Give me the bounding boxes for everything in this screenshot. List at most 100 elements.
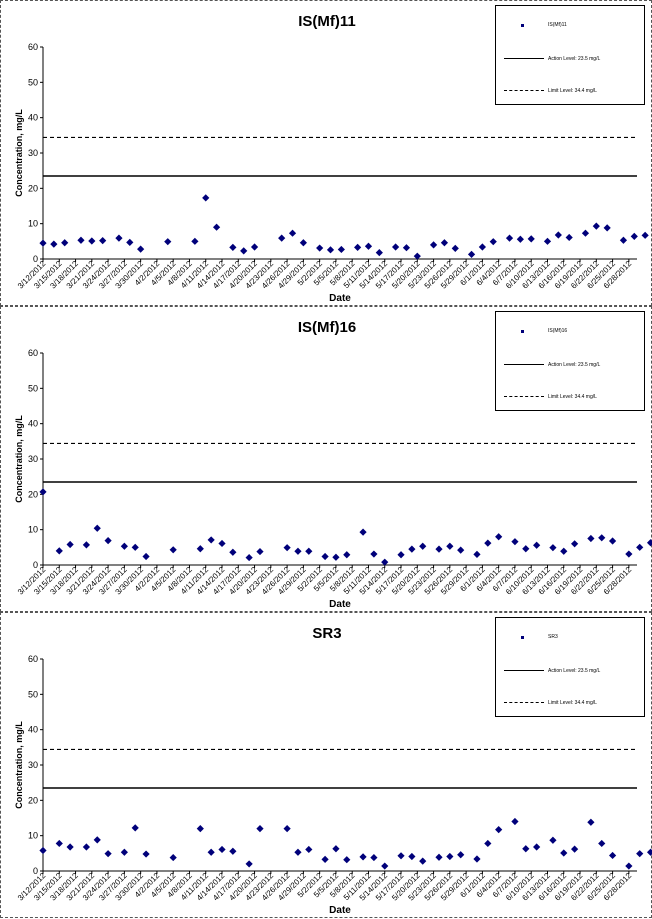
data-point (294, 547, 302, 555)
data-point (381, 862, 389, 870)
data-point (478, 243, 486, 251)
data-point (326, 246, 335, 254)
legend-symbol (504, 698, 544, 708)
data-point (82, 541, 90, 549)
data-point (66, 540, 74, 549)
data-point (587, 534, 595, 543)
chart-panel-3: SR3 Concentration, mg/L Date 0 10 20 30 40 50 60 3… (0, 612, 652, 918)
data-point (250, 243, 259, 251)
legend-label: Limit Level: 34.4 mg/L (548, 700, 597, 706)
data-point (256, 547, 264, 556)
data-point (440, 239, 449, 247)
data-point (435, 545, 443, 553)
x-axis-label: Date (329, 905, 351, 916)
data-point (495, 533, 503, 541)
data-point (598, 534, 606, 542)
data-point (169, 546, 177, 554)
data-point (294, 848, 302, 856)
data-point (332, 553, 340, 561)
data-point (392, 243, 400, 251)
y-tick-label: 60 (28, 42, 38, 52)
data-point (646, 848, 652, 856)
data-point (641, 231, 649, 239)
data-point (212, 223, 221, 231)
y-tick-label: 40 (28, 725, 38, 735)
legend-symbol (504, 632, 544, 642)
data-point (408, 545, 416, 553)
legend-item-limit-level: Limit Level: 34.4 mg/L (504, 86, 640, 96)
data-point (196, 825, 204, 833)
y-tick-label: 20 (28, 795, 38, 805)
y-tick-label: 30 (28, 760, 38, 770)
data-point (245, 553, 253, 562)
data-point (115, 234, 123, 242)
x-axis-label: Date (329, 293, 351, 304)
data-point (446, 852, 454, 861)
data-point (218, 539, 226, 548)
data-point (55, 839, 63, 848)
legend-label: IS(Mf)16 (548, 328, 568, 334)
legend-label: SR3 (548, 634, 558, 640)
data-point (516, 235, 524, 243)
data-point (120, 542, 128, 550)
legend: SR3 Action Level: 23.5 mg/L Limit Level: 3… (495, 617, 645, 717)
data-point (50, 240, 58, 248)
data-point (446, 542, 454, 550)
y-tick-label: 50 (28, 689, 38, 699)
data-point (533, 541, 541, 549)
data-point (256, 825, 264, 833)
data-point (196, 545, 204, 553)
data-point (343, 551, 351, 559)
y-tick-label: 30 (28, 148, 38, 158)
data-point (229, 548, 237, 556)
data-point (571, 845, 579, 853)
y-tick-label: 60 (28, 654, 38, 664)
legend-item-limit-level: Limit Level: 34.4 mg/L (504, 392, 640, 402)
legend-item-action-level: Action Level: 23.5 mg/L (504, 54, 640, 64)
data-point (283, 825, 291, 833)
data-point (598, 839, 606, 848)
data-point (120, 848, 128, 856)
y-tick-label: 50 (28, 77, 38, 87)
legend-symbol (504, 360, 544, 370)
data-point (55, 547, 63, 555)
data-point (467, 250, 476, 259)
legend: IS(Mf)16 Action Level: 23.5 mg/L Limit Lev… (495, 311, 645, 411)
data-point (397, 551, 405, 559)
data-point (435, 853, 443, 861)
data-point (131, 824, 139, 832)
legend-label: IS(Mf)11 (548, 22, 567, 28)
data-point (305, 845, 313, 854)
legend-item-limit-level: Limit Level: 34.4 mg/L (504, 698, 640, 708)
data-point (457, 851, 465, 859)
y-axis-label: Concentration, mg/L (14, 415, 24, 503)
y-tick-label: 10 (28, 219, 38, 229)
data-point (560, 547, 568, 555)
y-tick-label: 50 (28, 383, 38, 393)
data-point (245, 860, 253, 868)
y-tick-label: 0 (33, 866, 38, 876)
data-point (511, 538, 519, 546)
data-point (413, 252, 421, 260)
data-point (354, 243, 362, 251)
legend-symbol (504, 392, 544, 402)
data-point (218, 845, 226, 854)
y-tick-label: 40 (28, 419, 38, 429)
y-tick-label: 20 (28, 489, 38, 499)
data-point (370, 853, 378, 862)
data-point (522, 845, 530, 853)
data-point (451, 244, 459, 252)
data-point (495, 826, 503, 834)
data-point (533, 843, 541, 851)
y-tick-label: 0 (33, 254, 38, 264)
data-point (99, 237, 107, 245)
data-point (104, 537, 112, 545)
data-point (505, 234, 514, 242)
data-point (305, 547, 313, 555)
data-point (549, 544, 557, 552)
data-point (511, 817, 519, 826)
data-point (77, 236, 85, 244)
data-point (554, 231, 562, 239)
chart-panel-2: IS(Mf)16 Concentration, mg/L Date 0 10 20 30 40… (0, 306, 652, 612)
